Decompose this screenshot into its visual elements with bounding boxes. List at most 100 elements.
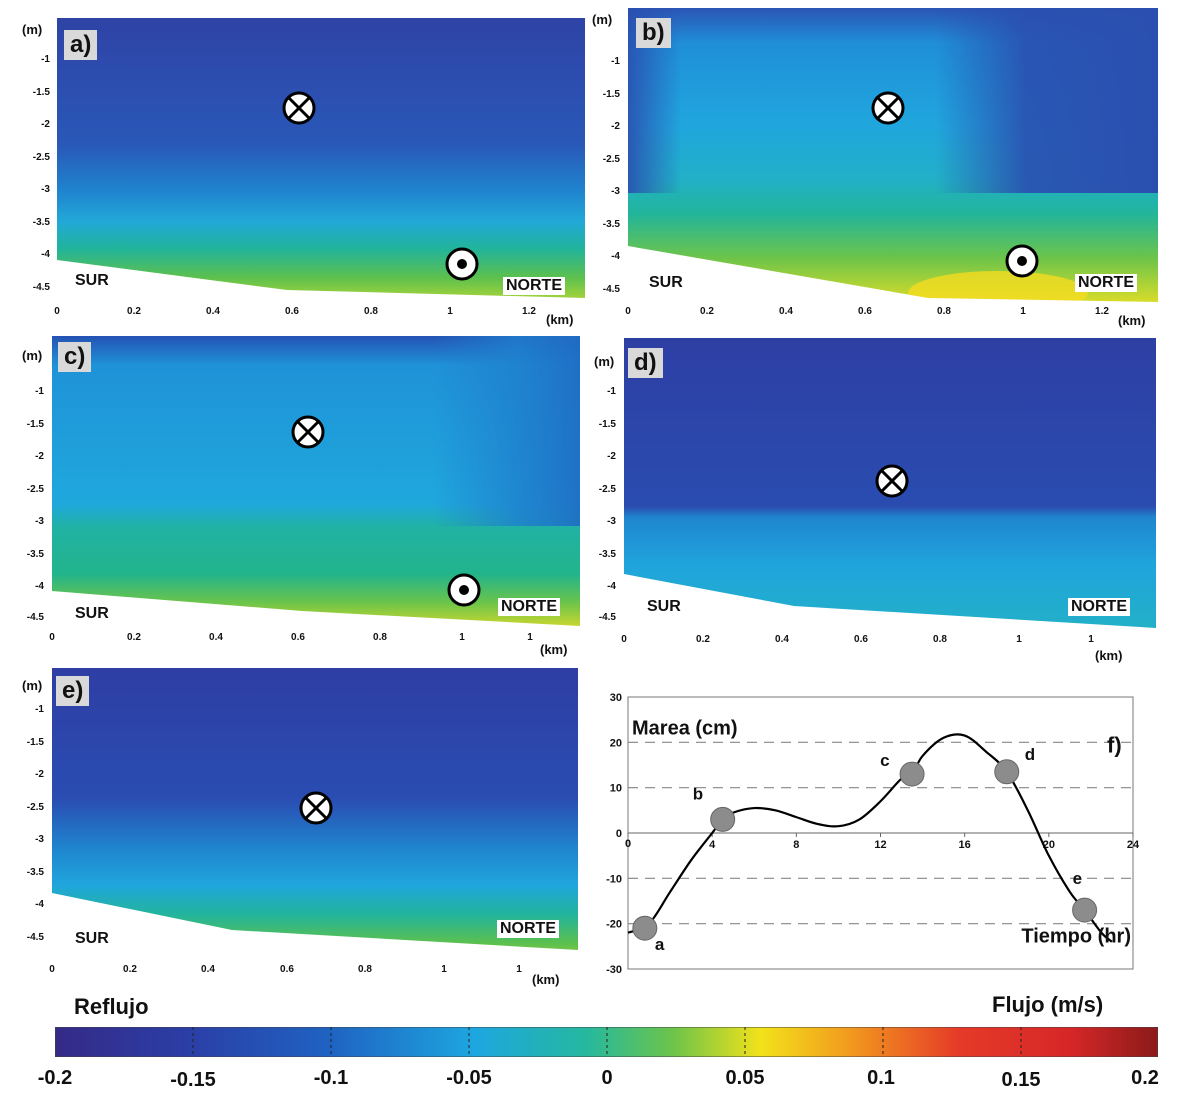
y-tick: 0 bbox=[616, 828, 622, 840]
south-label: SUR bbox=[72, 930, 112, 948]
north-label: NORTE bbox=[498, 598, 560, 616]
y-tick: -4.5 bbox=[602, 284, 620, 295]
y-tick: 20 bbox=[610, 737, 622, 749]
x-tick: 0.2 bbox=[123, 964, 137, 975]
x-unit: (km) bbox=[532, 972, 560, 987]
panel-label: e) bbox=[56, 676, 90, 706]
point-label-c: c bbox=[880, 751, 889, 770]
x-tick: 0 bbox=[621, 634, 627, 645]
colorbar bbox=[55, 1027, 1158, 1057]
x-tick: 8 bbox=[793, 839, 799, 851]
y-tick: -2.5 bbox=[32, 152, 50, 163]
y-tick: -1.5 bbox=[32, 87, 50, 98]
section-field-c bbox=[52, 336, 580, 626]
y-tick: -1 bbox=[607, 386, 616, 397]
y-tick: -2 bbox=[607, 451, 616, 462]
y-tick: -1.5 bbox=[602, 89, 620, 100]
y-tick: -1.5 bbox=[598, 419, 616, 430]
colorbar-tick: 0.05 bbox=[725, 1067, 765, 1089]
cross-icon bbox=[299, 791, 333, 825]
x-tick: 0.2 bbox=[700, 306, 714, 317]
x-tick: 0.4 bbox=[201, 964, 215, 975]
section-field-e bbox=[52, 668, 578, 958]
colorbar-left-title: Reflujo bbox=[74, 994, 149, 1019]
x-unit: (km) bbox=[1095, 648, 1123, 663]
x-tick: 0.2 bbox=[127, 306, 141, 317]
x-tick: 0.8 bbox=[933, 634, 947, 645]
colorbar-tick: 0.15 bbox=[1001, 1069, 1041, 1091]
cross-icon bbox=[291, 415, 325, 449]
y-tick: -1 bbox=[41, 54, 50, 65]
point-label-b: b bbox=[693, 784, 703, 803]
x-unit: (km) bbox=[546, 312, 574, 327]
south-label: SUR bbox=[646, 274, 686, 292]
panel-label: d) bbox=[628, 348, 663, 378]
y-tick: -30 bbox=[606, 964, 622, 976]
colorbar-tick: -0.15 bbox=[170, 1069, 216, 1091]
y-tick: -2 bbox=[35, 769, 44, 780]
y-tick: -3.5 bbox=[32, 217, 50, 228]
y-tick: -1.5 bbox=[26, 737, 44, 748]
y-tick: -3 bbox=[41, 184, 50, 195]
south-label: SUR bbox=[72, 272, 112, 290]
x-tick: 4 bbox=[709, 839, 716, 851]
x-tick: 1 bbox=[1020, 306, 1026, 317]
x-tick: 0.8 bbox=[937, 306, 951, 317]
x-unit: (km) bbox=[540, 642, 568, 657]
x-tick: 0 bbox=[49, 632, 55, 643]
x-tick: 0.2 bbox=[127, 632, 141, 643]
data-point-e bbox=[1072, 897, 1098, 923]
y-unit: (m) bbox=[22, 22, 43, 37]
y-tick: -4 bbox=[611, 251, 620, 262]
x-tick: 0.4 bbox=[779, 306, 793, 317]
y-tick: -4.5 bbox=[32, 282, 50, 293]
cross-icon bbox=[871, 91, 905, 125]
y-tick: -2 bbox=[611, 121, 620, 132]
panel-d: d) (m) -1 -1.5 -2 -2.5 -3 -3.5 -4 -4.5 0… bbox=[590, 330, 1182, 663]
north-label: NORTE bbox=[1068, 598, 1130, 616]
y-unit: (m) bbox=[594, 354, 615, 369]
y-tick: -4 bbox=[35, 899, 44, 910]
point-label-a: a bbox=[655, 935, 665, 954]
data-point-a bbox=[632, 915, 658, 941]
x-tick: 0.6 bbox=[858, 306, 872, 317]
colorbar-tick: -0.1 bbox=[313, 1067, 349, 1089]
y-tick: -3.5 bbox=[598, 549, 616, 560]
colorbar-tick: 0.2 bbox=[1131, 1067, 1159, 1089]
x-tick: 1 bbox=[527, 632, 533, 643]
dot-icon bbox=[1005, 244, 1039, 278]
panel-b: b) (m) -1 -1.5 -2 -2.5 -3 -3.5 -4 -4.5 0… bbox=[590, 0, 1182, 330]
x-axis-label: Tiempo (hr) bbox=[1021, 926, 1131, 948]
x-tick: 0.4 bbox=[206, 306, 220, 317]
x-tick: 0.6 bbox=[280, 964, 294, 975]
y-unit: (m) bbox=[22, 678, 43, 693]
x-tick: 1.2 bbox=[1095, 306, 1109, 317]
y-tick: -3 bbox=[35, 516, 44, 527]
x-tick: 1 bbox=[459, 632, 465, 643]
x-tick: 0.8 bbox=[373, 632, 387, 643]
y-tick: -3.5 bbox=[26, 549, 44, 560]
cross-icon bbox=[875, 464, 909, 498]
y-unit: (m) bbox=[22, 348, 43, 363]
y-tick: -4 bbox=[607, 581, 616, 592]
section-field-b bbox=[628, 8, 1158, 302]
y-tick: -2 bbox=[41, 119, 50, 130]
section-plot-b bbox=[628, 8, 1158, 302]
y-tick: -2.5 bbox=[598, 484, 616, 495]
x-tick: 1 bbox=[447, 306, 453, 317]
cross-icon bbox=[282, 91, 316, 125]
point-label-d: d bbox=[1025, 745, 1035, 764]
point-label-e: e bbox=[1073, 869, 1082, 888]
x-tick: 1 bbox=[1016, 634, 1022, 645]
y-tick: 30 bbox=[610, 692, 622, 704]
x-tick: 0.4 bbox=[775, 634, 789, 645]
y-tick: -1 bbox=[35, 704, 44, 715]
panel-c: c) (m) -1 -1.5 -2 -2.5 -3 -3.5 -4 -4.5 0… bbox=[0, 330, 590, 660]
panel-label-f: f) bbox=[1107, 732, 1122, 757]
x-tick: 0.2 bbox=[696, 634, 710, 645]
section-plot-c bbox=[52, 336, 580, 626]
x-tick: 0 bbox=[625, 306, 631, 317]
dot-icon bbox=[445, 247, 479, 281]
y-tick: -2 bbox=[35, 451, 44, 462]
y-tick: -10 bbox=[606, 873, 622, 885]
